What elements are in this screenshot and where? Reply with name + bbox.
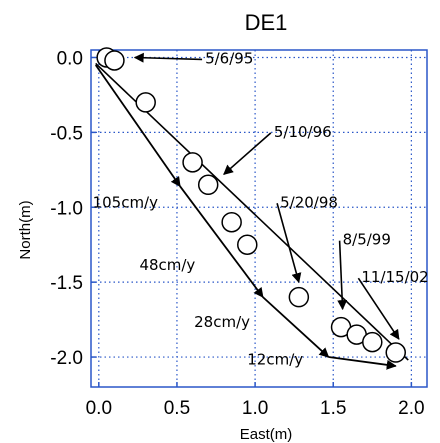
x-tick-label: 2.0: [398, 398, 424, 419]
data-point: [288, 286, 310, 308]
rate-arrow: [94, 64, 181, 188]
y-axis-label: North(m): [17, 200, 34, 259]
x-tick-label: 0.5: [164, 398, 190, 419]
data-points: [96, 47, 406, 363]
y-tick-label: -1.0: [50, 198, 83, 219]
data-point: [197, 174, 219, 196]
y-tick-label: -0.5: [50, 123, 83, 144]
data-point: [221, 211, 242, 233]
fit-line: [95, 62, 409, 361]
x-axis-label: East(m): [240, 426, 293, 443]
grid: [91, 50, 427, 387]
plot-frame: [90, 49, 428, 388]
rate-annotation: 28cm/y: [194, 313, 250, 331]
date-annotation: 8/5/99: [343, 231, 391, 249]
date-arrow: [337, 240, 348, 311]
date-arrow: [133, 52, 203, 63]
date-annotation: 5/10/96: [274, 123, 332, 141]
rate-annotation: 12cm/y: [247, 351, 303, 369]
y-tick-label: 0.0: [57, 48, 83, 69]
rate-arrow: [179, 185, 264, 298]
data-point: [385, 342, 406, 363]
x-tick-label: 0.0: [86, 398, 112, 419]
trend-lines: [94, 62, 409, 370]
y-tick-label: -1.5: [50, 273, 83, 294]
date-annotation: 11/15/02: [361, 268, 428, 286]
y-axis: 0.0 -0.5 -1.0 -1.5 -2.0: [50, 48, 96, 369]
annotations: 5/6/95 5/10/96 5/20/98 8/5/99 11/15/02 105cm/…: [93, 49, 429, 368]
rate-annotation: 48cm/y: [139, 256, 195, 274]
date-arrow: [223, 132, 272, 175]
x-axis: 0.0 0.5 1.0 1.5 2.0: [86, 382, 425, 419]
rate-arrow: [262, 296, 330, 358]
date-annotation: 5/20/98: [280, 193, 338, 211]
rate-annotation: 105cm/y: [93, 193, 159, 211]
y-tick-label: -2.0: [50, 348, 83, 369]
data-point: [237, 234, 258, 255]
rate-arrow: [328, 356, 397, 370]
chart-title: DE1: [245, 10, 288, 35]
data-point: [182, 152, 203, 173]
data-point: [135, 92, 156, 113]
date-arrow: [357, 277, 400, 340]
date-annotation: 5/6/95: [205, 49, 253, 67]
data-point: [362, 331, 383, 353]
x-tick-label: 1.5: [320, 398, 346, 419]
date-arrow: [276, 203, 302, 284]
x-tick-label: 1.0: [242, 398, 268, 419]
data-point: [104, 50, 125, 71]
